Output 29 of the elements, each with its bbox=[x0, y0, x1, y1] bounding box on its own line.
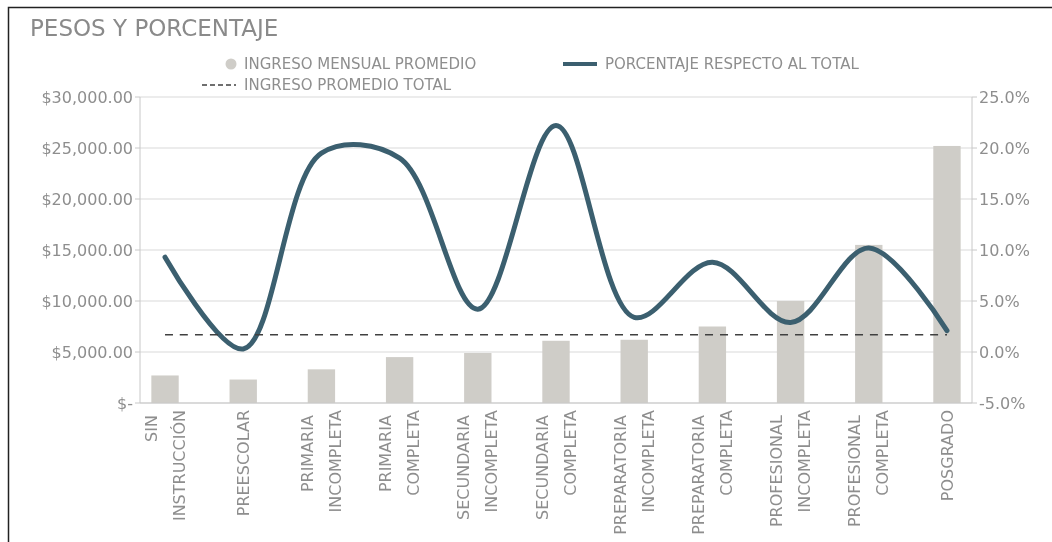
y-tick-label: $30,000.00 bbox=[41, 87, 133, 107]
legend-label: INGRESO PROMEDIO TOTAL bbox=[244, 76, 452, 95]
y-tick-label: $20,000.00 bbox=[41, 189, 133, 209]
x-tick-label: PRIMARIA INCOMPLETA bbox=[298, 409, 346, 513]
x-tick-label: PREESCOLAR bbox=[233, 410, 253, 517]
y2-tick-label: 25.0% bbox=[979, 87, 1030, 107]
y-tick-label: $10,000.00 bbox=[41, 291, 133, 311]
x-tick-label: POSGRADO bbox=[937, 410, 957, 502]
x-tick-label: PRIMARIA COMPLETA bbox=[376, 409, 424, 496]
y2-tick-label: 10.0% bbox=[979, 240, 1030, 260]
x-tick-label: PROFESIONAL COMPLETA bbox=[845, 409, 893, 528]
y2-tick-label: 5.0% bbox=[979, 291, 1020, 311]
y-tick-label: $25,000.00 bbox=[41, 138, 133, 158]
chart-title: PESOS Y PORCENTAJE bbox=[30, 15, 279, 41]
y2-tick-label: -5.0% bbox=[979, 393, 1026, 413]
y-tick-label: $5,000.00 bbox=[51, 342, 133, 362]
x-tick-label: PREPARATORIA COMPLETA bbox=[688, 409, 736, 535]
y2-tick-label: 0.0% bbox=[979, 342, 1020, 362]
x-tick-label: PREPARATORIA INCOMPLETA bbox=[610, 409, 658, 535]
y-tick-label: $15,000.00 bbox=[41, 240, 133, 260]
x-tick-label: SIN INSTRUCCIÓN bbox=[141, 410, 189, 522]
x-tick-label: SECUNDARIA COMPLETA bbox=[532, 409, 580, 520]
x-tick-label: SECUNDARIA INCOMPLETA bbox=[454, 409, 502, 520]
legend-label: PORCENTAJE RESPECTO AL TOTAL bbox=[605, 55, 860, 74]
y2-tick-label: 15.0% bbox=[979, 189, 1030, 209]
x-tick-label: PROFESIONAL INCOMPLETA bbox=[767, 409, 815, 528]
y-tick-label: $- bbox=[117, 393, 133, 413]
legend-label: INGRESO MENSUAL PROMEDIO bbox=[244, 55, 477, 74]
y2-tick-label: 20.0% bbox=[979, 138, 1030, 158]
